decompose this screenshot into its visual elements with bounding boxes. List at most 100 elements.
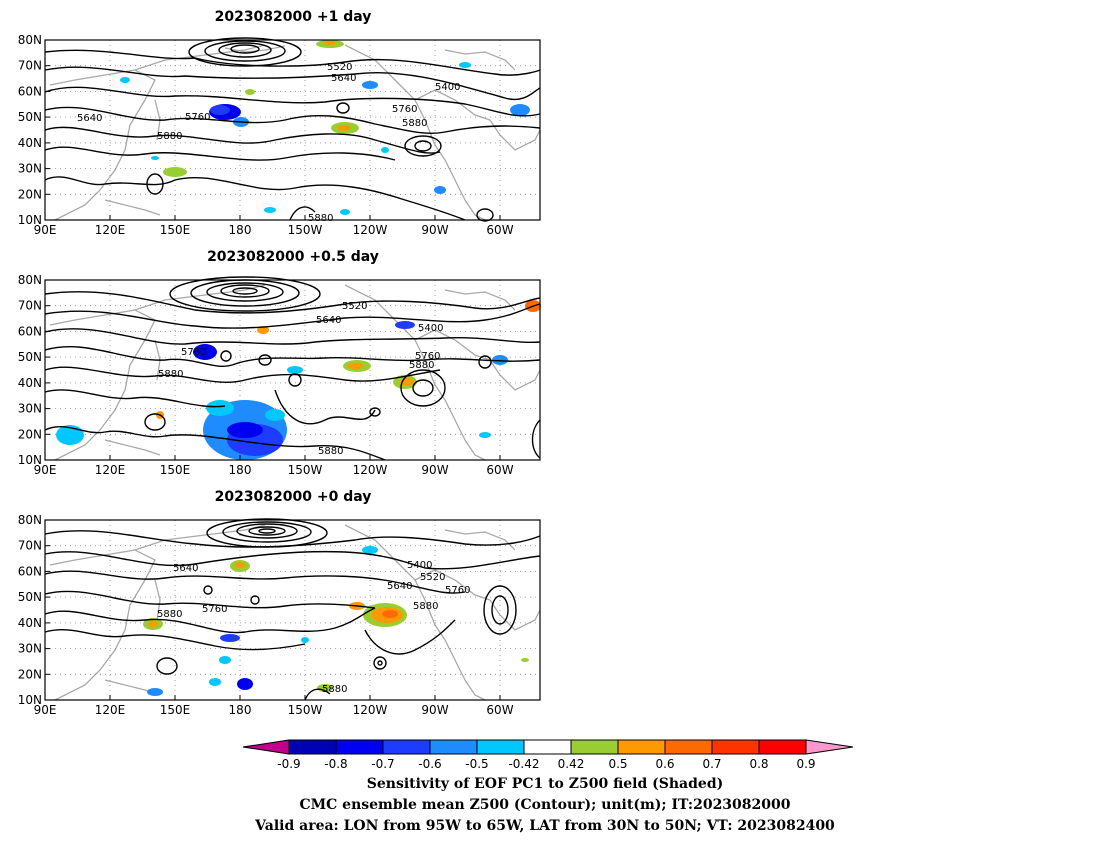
lon-labels: 90E 120E 150E 180 150W 120W 90W 60W [34, 463, 514, 477]
colorbar-swatch [664, 739, 713, 755]
map-frame [44, 39, 541, 221]
tick-label: 90W [421, 703, 448, 717]
contour-label: 5400 [418, 323, 443, 334]
tick-label: 10N [18, 453, 42, 467]
lon-labels: 90E 120E 150E 180 150W 120W 90W 60W [34, 223, 514, 237]
contour-label: 5880 [157, 609, 182, 620]
colorbar-label: -0.9 [277, 757, 300, 771]
colorbar-labels: -0.9 -0.8 -0.7 -0.6 -0.5 -0.42 0.42 0.5 … [277, 757, 815, 771]
tick-label: 150W [288, 703, 323, 717]
contour-label: 5880 [158, 369, 183, 380]
z500-contours [44, 37, 541, 222]
tick-label: 60N [18, 564, 42, 578]
sensitivity-shading [56, 300, 541, 460]
contour-label: 5520 [327, 62, 352, 73]
caption-line-1: Sensitivity of EOF PC1 to Z500 field (Sh… [366, 776, 724, 792]
tick-label: 60N [18, 324, 42, 338]
tick-label: 70N [18, 539, 42, 553]
contour-label: 5520 [342, 301, 367, 312]
tick-label: 60W [486, 703, 513, 717]
colorbar-label: 0.7 [702, 757, 721, 771]
contour-label: 5880 [402, 118, 427, 129]
contour-label: 5640 [331, 73, 356, 84]
caption-line-2: CMC ensemble mean Z500 (Contour); unit(m… [299, 797, 791, 813]
tick-label: 150W [288, 223, 323, 237]
tick-label: 150E [160, 703, 191, 717]
colorbar-swatch [382, 739, 431, 755]
tick-label: 90W [421, 223, 448, 237]
colorbar-label: -0.5 [465, 757, 488, 771]
tick-label: 120W [353, 703, 388, 717]
tick-label: 150E [160, 463, 191, 477]
caption-line-3: Valid area: LON from 95W to 65W, LAT fro… [255, 818, 835, 834]
colorbar-swatch [476, 739, 525, 755]
tick-label: 50N [18, 350, 42, 364]
coastlines [49, 524, 541, 701]
gridlines [45, 520, 540, 700]
map-frame [44, 519, 541, 701]
colorbar-swatch [288, 739, 337, 755]
tick-label: 90E [34, 703, 57, 717]
colorbar-label: 0.8 [749, 757, 768, 771]
contour-labels: 5400 5520 5640 5640 5760 5760 5880 5880 … [77, 62, 460, 224]
contour-label: 5520 [420, 572, 445, 583]
panel-title: 2023082000 +1 day [215, 9, 372, 25]
tick-label: 10N [18, 693, 42, 707]
tick-label: 60W [486, 223, 513, 237]
colorbar-label: -0.8 [324, 757, 347, 771]
tick-label: 60W [486, 463, 513, 477]
panel-title: 2023082000 +0 day [215, 489, 372, 505]
tick-label: 120E [95, 703, 126, 717]
panel-2: 2023082000 +0.5 day [18, 249, 541, 477]
panel-3: 2023082000 +0 day [18, 489, 541, 717]
tick-label: 50N [18, 590, 42, 604]
tick-label: 10N [18, 213, 42, 227]
colorbar-swatch [570, 739, 619, 755]
colorbar: -0.9 -0.8 -0.7 -0.6 -0.5 -0.42 0.42 0.5 … [242, 739, 854, 771]
colorbar-label: 0.42 [558, 757, 585, 771]
contour-label: 5760 [392, 104, 417, 115]
colorbar-swatch [429, 739, 478, 755]
contour-label: 5880 [409, 360, 434, 371]
tick-label: 30N [18, 642, 42, 656]
contour-label: 5880 [157, 131, 182, 142]
tick-label: 20N [18, 427, 42, 441]
tick-label: 120W [353, 463, 388, 477]
tick-label: 150W [288, 463, 323, 477]
colorbar-label: 0.9 [796, 757, 815, 771]
colorbar-low-arrow [242, 739, 290, 755]
lat-ticks [44, 39, 501, 221]
contour-label: 5760 [445, 585, 470, 596]
contour-label: 5400 [435, 82, 460, 93]
tick-label: 120W [353, 223, 388, 237]
tick-label: 80N [18, 33, 42, 47]
tick-label: 90E [34, 463, 57, 477]
contour-label: 5880 [413, 601, 438, 612]
contour-label: 5880 [308, 213, 333, 224]
tick-label: 150E [160, 223, 191, 237]
tick-label: 20N [18, 187, 42, 201]
contour-labels: 5400 5520 5640 5760 5760 5880 5880 5880 [158, 301, 443, 457]
colorbar-label: 0.5 [608, 757, 627, 771]
lat-ticks [44, 519, 501, 701]
tick-label: 80N [18, 273, 42, 287]
tick-label: 70N [18, 299, 42, 313]
tick-label: 40N [18, 376, 42, 390]
tick-label: 180 [229, 463, 252, 477]
colorbar-high-arrow [805, 739, 854, 755]
z500-contours [44, 276, 541, 461]
contour-label: 5400 [407, 560, 432, 571]
z500-contours [44, 518, 541, 701]
colorbar-swatch [758, 739, 807, 755]
tick-label: 40N [18, 136, 42, 150]
tick-label: 30N [18, 402, 42, 416]
contour-label: 5760 [415, 351, 440, 362]
panel-1: 2023082000 +1 day [18, 9, 541, 237]
contour-label: 5640 [387, 581, 412, 592]
contour-label: 5760 [181, 347, 206, 358]
tick-label: 120E [95, 463, 126, 477]
colorbar-swatch [617, 739, 666, 755]
tick-label: 60N [18, 84, 42, 98]
sensitivity-shading [120, 40, 530, 215]
